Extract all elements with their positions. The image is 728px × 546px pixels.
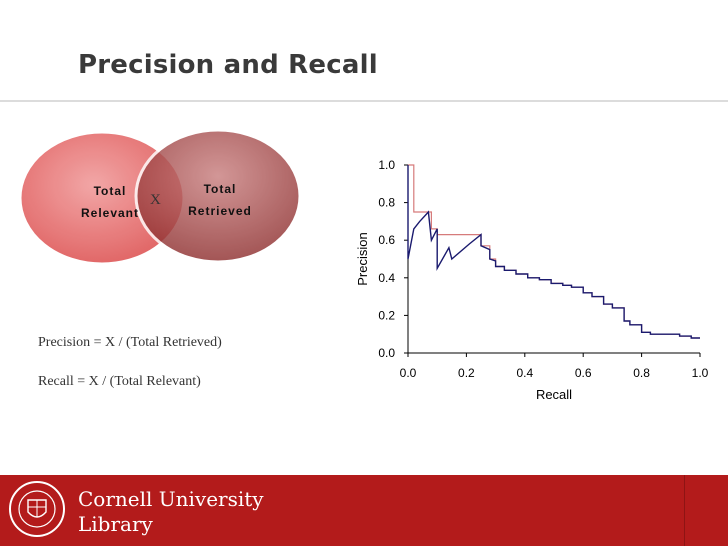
x-tick-label: 0.2 — [458, 366, 475, 380]
x-tick-label: 1.0 — [692, 366, 709, 380]
series-line-0 — [407, 165, 700, 339]
brand-subname: Library — [78, 512, 153, 536]
brand-name: Cornell University — [78, 487, 264, 511]
total-relevant-label: Total Relevant — [80, 184, 140, 220]
intersection-label: X — [150, 192, 161, 208]
y-tick-label: 0.0 — [378, 346, 395, 360]
y-tick-label: 1.0 — [378, 158, 395, 172]
x-tick-label: 0.4 — [516, 366, 533, 380]
y-tick-label: 0.4 — [378, 271, 395, 285]
precision-recall-chart: 0.0 0.2 0.4 0.6 0.8 1.0 0.0 0.2 0.4 0.6 0.8 1.0 Reca… — [345, 150, 728, 410]
series-line-1 — [408, 164, 700, 339]
chart-canvas: 0.0 0.2 0.4 0.6 0.8 1.0 0.0 0.2 0.4 0.6 0.8 1.0 Reca… — [355, 158, 709, 402]
x-tick-label: 0.8 — [633, 366, 650, 380]
total-retrieved-label: Total Retrieved — [188, 182, 252, 218]
x-tick-label: 0.6 — [575, 366, 592, 380]
y-tick-label: 0.8 — [378, 196, 395, 210]
footer-bar: Cornell University Library — [0, 475, 728, 546]
venn-diagram: Total Relevant Total Retrieved X — [0, 120, 330, 280]
y-tick-label: 0.2 — [378, 308, 395, 322]
precision-formula: Precision = X / (Total Retrieved) — [38, 335, 222, 350]
cornell-seal-icon — [9, 481, 65, 537]
slide-title: Precision and Recall — [78, 50, 378, 80]
x-tick-label: 0.0 — [400, 366, 417, 380]
x-axis-label: Recall — [536, 387, 572, 402]
total-retrieved-circle — [134, 128, 302, 264]
footer-divider — [684, 475, 685, 546]
venn-circles — [18, 128, 302, 266]
y-tick-label: 0.6 — [378, 233, 395, 247]
recall-formula: Recall = X / (Total Relevant) — [38, 374, 201, 389]
y-axis-label: Precision — [355, 232, 370, 285]
title-divider — [0, 100, 728, 102]
